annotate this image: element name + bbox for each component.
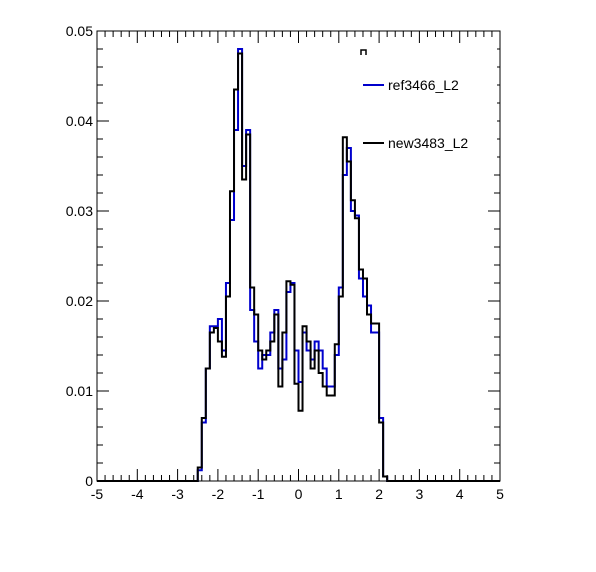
legend-box	[354, 44, 497, 170]
x-tick-label: -5	[91, 486, 104, 502]
x-tick-label: -1	[252, 486, 265, 502]
legend-entry-ref: ref3466_L2	[363, 77, 459, 93]
x-tick-label: 5	[496, 486, 504, 502]
y-tick-label: 0.05	[66, 23, 93, 39]
axis-ticks	[96, 30, 501, 482]
y-tick-label: 0.04	[66, 113, 93, 129]
histogram-series	[97, 48, 500, 482]
y-tick-label: 0.01	[66, 383, 93, 399]
y-tick-labels: 0 0.01 0.02 0.03 0.04 0.05	[66, 23, 93, 489]
legend-label-new: new3483_L2	[388, 135, 468, 151]
x-tick-label: -3	[171, 486, 184, 502]
y-tick-label: 0.03	[66, 203, 93, 219]
legend-marker-glyph	[360, 49, 367, 55]
x-tick-label: 2	[375, 486, 383, 502]
x-tick-labels: -5 -4 -3 -2 -1 0 1 2 3 4 5	[91, 486, 504, 502]
x-tick-label: 1	[335, 486, 343, 502]
y-tick-label: 0	[85, 473, 93, 489]
legend-entry-new: new3483_L2	[363, 135, 468, 151]
x-tick-label: 4	[456, 486, 464, 502]
x-tick-label: 3	[416, 486, 424, 502]
x-tick-label: -4	[131, 486, 144, 502]
x-tick-label: 0	[295, 486, 303, 502]
legend: ref3466_L2 new3483_L2	[354, 44, 497, 170]
x-tick-label: -2	[212, 486, 225, 502]
y-tick-label: 0.02	[66, 293, 93, 309]
legend-label-ref: ref3466_L2	[388, 77, 459, 93]
histogram-line-new	[97, 52, 500, 482]
